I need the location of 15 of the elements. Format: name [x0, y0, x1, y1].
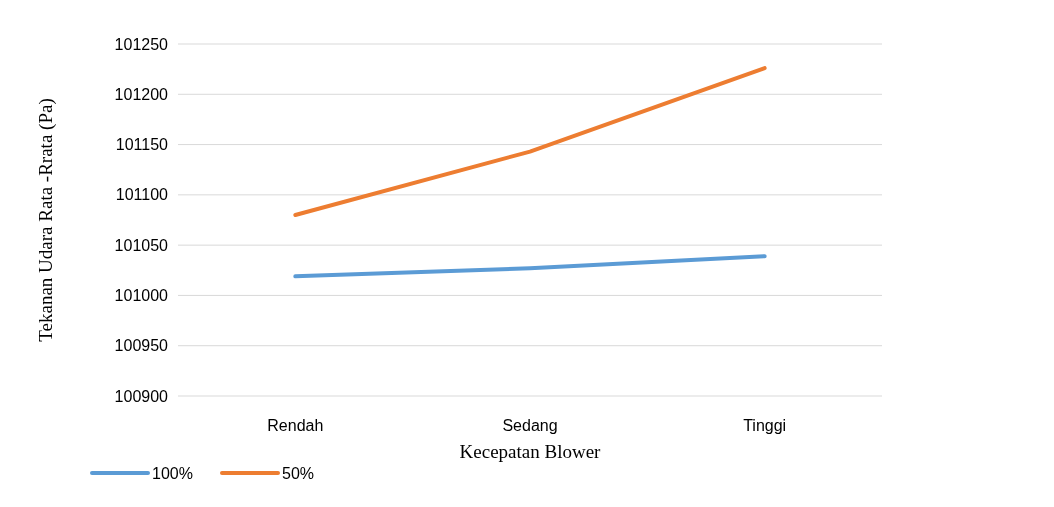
- y-tick-label: 101250: [114, 35, 169, 53]
- x-tick-label: Sedang: [502, 417, 558, 434]
- y-tick-label: 101000: [114, 287, 169, 305]
- y-axis-title: Tekanan Udara Rata -Rrata (Pa): [35, 98, 57, 342]
- y-tick-label: 101150: [115, 136, 169, 154]
- x-axis-title: Kecepatan Blower: [459, 441, 602, 462]
- y-tick-label: 100900: [114, 387, 169, 405]
- x-tick-label: Tinggi: [743, 417, 787, 434]
- legend-label: 100%: [152, 464, 193, 482]
- x-tick-label: Rendah: [267, 417, 324, 434]
- y-tick-label: 100950: [114, 337, 169, 355]
- y-tick-label: 101100: [115, 186, 169, 204]
- y-tick-label: 101050: [114, 236, 169, 254]
- legend-label: 50%: [282, 464, 315, 482]
- y-tick-label: 101200: [114, 85, 169, 103]
